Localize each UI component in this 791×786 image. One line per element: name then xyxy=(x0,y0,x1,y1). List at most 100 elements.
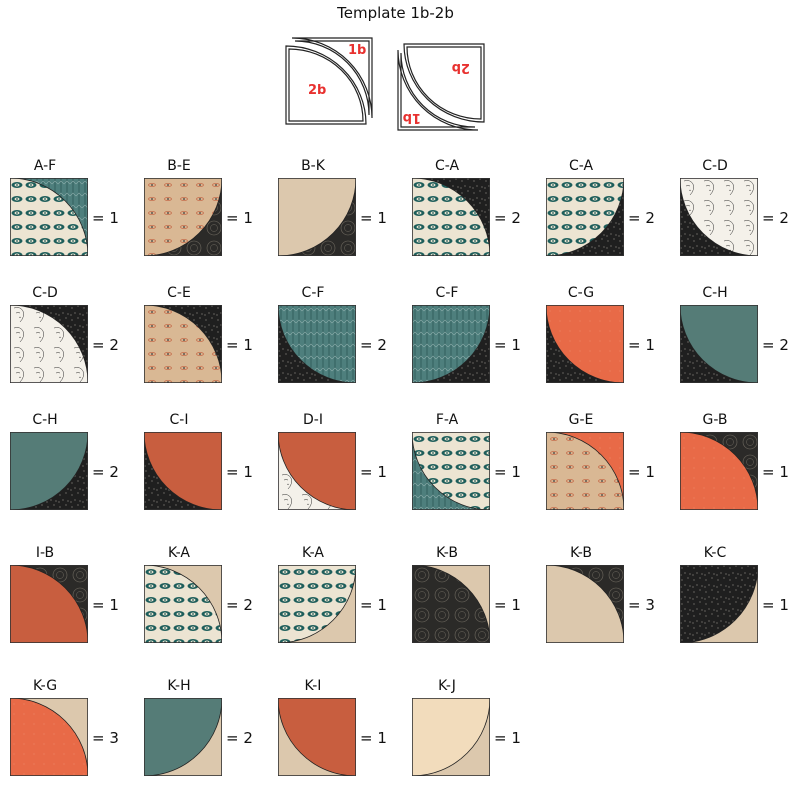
block-count: = 1 xyxy=(226,209,253,227)
block-swatch xyxy=(680,305,758,383)
block-arc-fabric xyxy=(10,178,88,256)
block-swatch xyxy=(412,432,490,510)
block-arc-fabric xyxy=(680,565,758,643)
template-right xyxy=(397,43,485,131)
block-5: C-A = 2 xyxy=(536,158,655,266)
block-arc-fabric xyxy=(144,178,222,256)
block-count: = 1 xyxy=(226,336,253,354)
block-swatch xyxy=(278,432,356,510)
block-arc-fabric xyxy=(10,565,88,643)
block-12: C-H = 2 xyxy=(670,285,789,393)
block-swatch xyxy=(412,305,490,383)
block-count: = 1 xyxy=(494,729,521,747)
block-count: = 1 xyxy=(628,463,655,481)
block-count: = 2 xyxy=(92,336,119,354)
block-10: C-F = 1 xyxy=(402,285,521,393)
block-label: D-I xyxy=(303,412,323,428)
block-4: C-A = 2 xyxy=(402,158,521,266)
block-count: = 1 xyxy=(360,209,387,227)
block-arc-fabric xyxy=(412,698,490,776)
block-label: C-D xyxy=(702,158,728,174)
block-count: = 1 xyxy=(762,463,789,481)
block-count: = 2 xyxy=(226,596,253,614)
block-swatch xyxy=(144,432,222,510)
block-label: C-F xyxy=(301,285,325,301)
block-label: G-B xyxy=(702,412,728,428)
block-label: C-H xyxy=(702,285,728,301)
template-piece-2b-left xyxy=(285,45,367,125)
block-arc-fabric xyxy=(412,432,490,510)
block-swatch xyxy=(10,178,88,256)
block-count: = 2 xyxy=(494,209,521,227)
block-count: = 2 xyxy=(226,729,253,747)
block-count: = 1 xyxy=(92,209,119,227)
block-swatch xyxy=(144,305,222,383)
block-arc-fabric xyxy=(144,432,222,510)
block-17: G-E = 1 xyxy=(536,412,655,520)
block-label: K-H xyxy=(167,678,191,694)
block-arc-fabric xyxy=(144,565,222,643)
block-arc-fabric xyxy=(546,178,624,256)
block-count: = 1 xyxy=(92,596,119,614)
template-diagram: 1b 2b 2b 1b xyxy=(280,32,500,141)
block-27: K-I = 1 xyxy=(268,678,387,786)
block-swatch xyxy=(680,565,758,643)
block-arc-fabric xyxy=(680,432,758,510)
template-piece-2b-left-inner xyxy=(288,48,364,122)
block-arc-fabric xyxy=(10,305,88,383)
block-16: F-A = 1 xyxy=(402,412,521,520)
block-swatch xyxy=(680,178,758,256)
block-swatch xyxy=(278,698,356,776)
template-piece-1b-left-inner xyxy=(294,40,370,116)
block-label: K-G xyxy=(32,678,58,694)
block-arc-fabric xyxy=(278,565,356,643)
block-label: C-D xyxy=(32,285,58,301)
block-swatch xyxy=(412,698,490,776)
block-swatch xyxy=(412,178,490,256)
block-label: C-I xyxy=(169,412,189,428)
block-24: K-C = 1 xyxy=(670,545,789,653)
block-19: I-B = 1 xyxy=(0,545,119,653)
block-arc-fabric xyxy=(144,305,222,383)
block-swatch xyxy=(412,565,490,643)
block-count: = 2 xyxy=(762,209,789,227)
block-count: = 1 xyxy=(494,463,521,481)
block-swatch xyxy=(10,305,88,383)
block-count: = 1 xyxy=(226,463,253,481)
block-count: = 1 xyxy=(762,596,789,614)
block-arc-fabric xyxy=(144,698,222,776)
block-25: K-G = 3 xyxy=(0,678,119,786)
block-swatch xyxy=(144,565,222,643)
block-swatch xyxy=(546,178,624,256)
block-swatch xyxy=(10,565,88,643)
block-label: G-E xyxy=(568,412,594,428)
block-count: = 1 xyxy=(360,729,387,747)
block-arc-fabric xyxy=(10,698,88,776)
block-arc-fabric xyxy=(278,178,356,256)
template-label-1b-left: 1b xyxy=(348,43,366,58)
block-swatch xyxy=(278,305,356,383)
template-label-1b-right: 1b xyxy=(403,110,421,125)
block-arc-fabric xyxy=(412,565,490,643)
block-14: C-I = 1 xyxy=(134,412,253,520)
block-swatch xyxy=(278,178,356,256)
block-label: K-B xyxy=(570,545,592,561)
block-7: C-D = 2 xyxy=(0,285,119,393)
block-label: K-I xyxy=(304,678,322,694)
block-count: = 3 xyxy=(628,596,655,614)
template-title: Template 1b-2b xyxy=(337,4,454,22)
block-arc-fabric xyxy=(10,432,88,510)
block-count: = 2 xyxy=(360,336,387,354)
block-label: K-C xyxy=(703,545,727,561)
block-label: B-K xyxy=(301,158,325,174)
block-13: C-H = 2 xyxy=(0,412,119,520)
block-label: K-A xyxy=(301,545,325,561)
template-pieces: 1b 2b 2b 1b xyxy=(285,37,485,131)
block-22: K-B = 1 xyxy=(402,545,521,653)
block-count: = 1 xyxy=(360,463,387,481)
block-arc-fabric xyxy=(278,305,356,383)
block-8: C-E = 1 xyxy=(134,285,253,393)
block-arc-fabric xyxy=(412,305,490,383)
block-label: C-E xyxy=(167,285,191,301)
block-swatch xyxy=(680,432,758,510)
